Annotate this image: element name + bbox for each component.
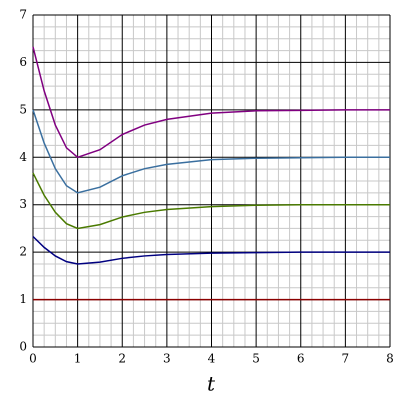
x-tick-label: 6 [297, 352, 305, 366]
y-tick-label: 0 [19, 340, 27, 354]
y-tick-label: 6 [19, 55, 27, 69]
x-tick-label: 0 [29, 352, 37, 366]
y-tick-label: 7 [19, 8, 27, 22]
x-tick-label: 4 [208, 352, 216, 366]
x-tick-label: 7 [342, 352, 350, 366]
y-tick-label: 5 [19, 102, 27, 116]
x-axis-label: t [207, 372, 216, 396]
y-tick-label: 2 [19, 245, 27, 259]
data-line [32, 172, 390, 230]
x-tick-label: 8 [386, 352, 394, 366]
y-tick-label: 4 [19, 150, 27, 164]
y-tick-label: 1 [19, 292, 27, 306]
data-line [32, 235, 390, 265]
data-line [32, 46, 390, 159]
x-tick-label: 2 [118, 352, 126, 366]
x-tick-label: 3 [163, 352, 171, 366]
x-tick-label: 1 [74, 352, 82, 366]
data-line [32, 109, 390, 194]
y-tick-label: 3 [19, 197, 27, 211]
x-tick-label: 5 [252, 352, 260, 366]
